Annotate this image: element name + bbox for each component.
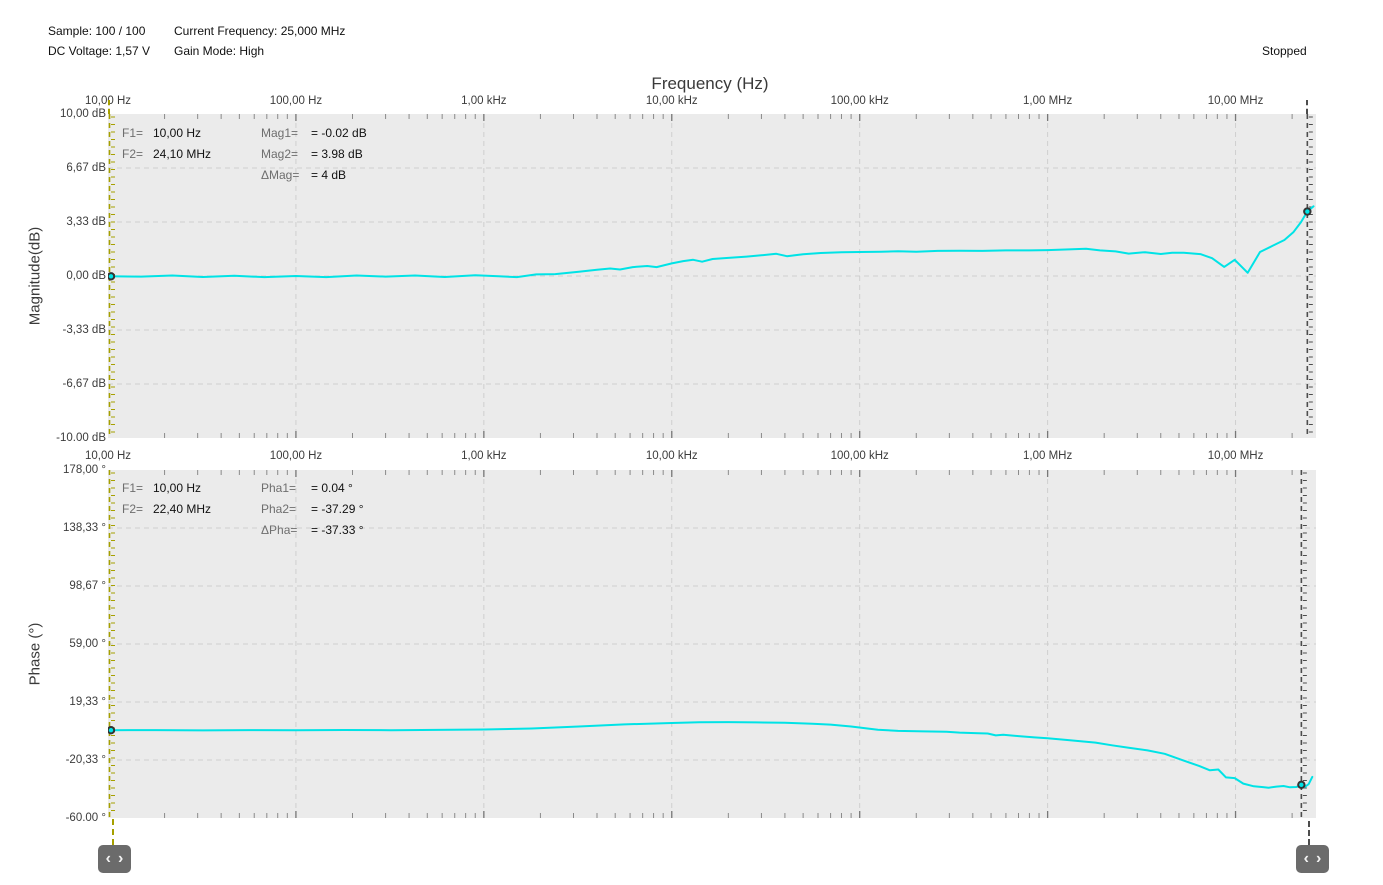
readout-row: Mag2= = 3.98 dB bbox=[261, 144, 367, 165]
readout-value: 10,00 Hz bbox=[153, 126, 202, 140]
y-tick-label: 10,00 dB bbox=[59, 108, 106, 120]
readout-row: Pha2= = -37.29 ° bbox=[261, 499, 364, 520]
y-tick-label: 6,67 dB bbox=[66, 162, 106, 174]
frequency-axis-title: Frequency (Hz) bbox=[651, 74, 769, 93]
readout-row: ΔMag= = 4 dB bbox=[261, 165, 367, 186]
x-tick-label: 1,00 MHz bbox=[1023, 95, 1073, 107]
y-tick-label: -3,33 dB bbox=[62, 324, 106, 336]
readout-row: F1= 10,00 Hz bbox=[122, 478, 211, 499]
dc-voltage: DC Voltage: 1,57 V bbox=[48, 44, 151, 58]
gain-mode: Gain Mode: High bbox=[174, 44, 265, 58]
cursor1-stub-top bbox=[108, 100, 110, 114]
phase-readout-freq: F1= 10,00 Hz F2= 22,40 MHz bbox=[122, 478, 211, 520]
readout-label: ΔMag= bbox=[261, 168, 300, 182]
x-tick-label: 1,00 kHz bbox=[461, 95, 507, 107]
y-tick-label: -6,67 dB bbox=[62, 378, 106, 390]
magnitude-plot bbox=[108, 114, 1316, 438]
sample-counter: Sample: 100 / 100 bbox=[48, 24, 146, 38]
chevron-right-icon[interactable]: › bbox=[1316, 850, 1322, 867]
cursor1-handle[interactable]: ‹ › bbox=[98, 845, 131, 873]
x-tick-label: 1,00 MHz bbox=[1023, 450, 1073, 462]
readout-row: Pha1= = 0.04 ° bbox=[261, 478, 364, 499]
readout-row: Mag1= = -0.02 dB bbox=[261, 123, 367, 144]
y-tick-label: 19,33 ° bbox=[69, 696, 106, 708]
y-tick-label: -60.00 ° bbox=[65, 812, 106, 824]
readout-value: = 3.98 dB bbox=[311, 147, 363, 161]
x-tick-label: 10,00 kHz bbox=[645, 450, 698, 462]
readout-row: F1= 10,00 Hz bbox=[122, 123, 211, 144]
chevron-left-icon[interactable]: ‹ bbox=[105, 850, 111, 867]
x-tick-label: 10,00 kHz bbox=[645, 95, 698, 107]
frequency-cursor-1[interactable] bbox=[108, 470, 116, 818]
frequency-cursor-2[interactable] bbox=[1306, 114, 1313, 438]
phase-axis-title: Phase (°) bbox=[26, 622, 44, 686]
y-tick-label: 178,00 ° bbox=[63, 464, 106, 476]
readout-value: 10,00 Hz bbox=[153, 481, 202, 495]
readout-value: 22,40 MHz bbox=[153, 502, 212, 516]
phase-trace bbox=[108, 721, 1314, 789]
readout-row: ΔPha= = -37.33 ° bbox=[261, 520, 364, 541]
phase-readout-vals: Pha1= = 0.04 ° Pha2= = -37.29 ° ΔPha= = -37.3… bbox=[261, 478, 364, 541]
y-tick-label: 98,67 ° bbox=[69, 580, 106, 592]
current-frequency: Current Frequency: 25,000 MHz bbox=[174, 24, 346, 38]
readout-row: F2= 24,10 MHz bbox=[122, 144, 211, 165]
readout-value: = -37.29 ° bbox=[311, 502, 364, 516]
readout-label: ΔPha= bbox=[261, 523, 298, 537]
y-tick-label: -10.00 dB bbox=[56, 432, 106, 444]
cursor1-stub-bottom bbox=[112, 819, 114, 845]
cursor-marker bbox=[1297, 780, 1306, 789]
x-tick-label: 100,00 Hz bbox=[269, 450, 323, 462]
readout-label: Pha2= bbox=[261, 502, 297, 516]
status-text: Stopped bbox=[1262, 44, 1307, 58]
readout-value: = -37.33 ° bbox=[311, 523, 364, 537]
readout-value: = 0.04 ° bbox=[311, 481, 353, 495]
readout-row: F2= 22,40 MHz bbox=[122, 499, 211, 520]
x-tick-label: 100,00 kHz bbox=[830, 95, 889, 107]
readout-label: F2= bbox=[122, 502, 144, 516]
readout-label: F1= bbox=[122, 481, 144, 495]
magnitude-axis-title: Magnitude(dB) bbox=[26, 226, 44, 326]
x-tick-label: 10,00 Hz bbox=[84, 450, 132, 462]
cursor2-stub-bottom bbox=[1308, 821, 1310, 845]
x-tick-label: 100,00 kHz bbox=[830, 450, 889, 462]
frequency-cursor-2[interactable] bbox=[1300, 470, 1307, 818]
readout-value: = 4 dB bbox=[311, 168, 347, 182]
readout-label: Mag1= bbox=[261, 126, 299, 140]
magnitude-readout-freq: F1= 10,00 Hz F2= 24,10 MHz bbox=[122, 123, 211, 165]
magnitude-readout-vals: Mag1= = -0.02 dB Mag2= = 3.98 dB ΔMag= = 4 dB bbox=[261, 123, 367, 186]
magnitude-trace bbox=[108, 205, 1315, 279]
chevron-right-icon[interactable]: › bbox=[118, 850, 124, 867]
phase-plot bbox=[108, 470, 1316, 818]
cursor-marker bbox=[108, 726, 116, 735]
readout-label: F1= bbox=[122, 126, 144, 140]
readout-value: = -0.02 dB bbox=[311, 126, 367, 140]
readout-value: 24,10 MHz bbox=[153, 147, 212, 161]
x-tick-label: 100,00 Hz bbox=[269, 95, 323, 107]
x-tick-label: 10,00 MHz bbox=[1207, 95, 1264, 107]
readout-label: Mag2= bbox=[261, 147, 299, 161]
y-tick-label: 0,00 dB bbox=[66, 270, 106, 282]
cursor-marker bbox=[1303, 207, 1312, 216]
cursor-marker bbox=[108, 272, 116, 281]
y-tick-label: 3,33 dB bbox=[66, 216, 106, 228]
y-tick-label: 138,33 ° bbox=[63, 522, 106, 534]
x-tick-label: 10,00 MHz bbox=[1207, 450, 1264, 462]
readout-label: Pha1= bbox=[261, 481, 297, 495]
chevron-left-icon[interactable]: ‹ bbox=[1303, 850, 1309, 867]
y-tick-label: -20,33 ° bbox=[65, 754, 106, 766]
readout-label: F2= bbox=[122, 147, 144, 161]
cursor2-handle[interactable]: ‹ › bbox=[1296, 845, 1329, 873]
y-tick-label: 59,00 ° bbox=[69, 638, 106, 650]
cursor2-stub-top bbox=[1306, 100, 1308, 114]
x-tick-label: 1,00 kHz bbox=[461, 450, 507, 462]
